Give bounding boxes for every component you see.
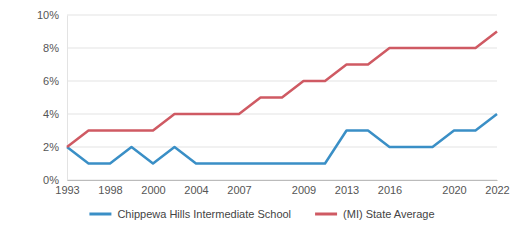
legend-label: (MI) State Average <box>343 208 435 220</box>
x-tick: 2009 <box>292 180 316 196</box>
y-tick: 4% <box>43 108 67 120</box>
y-tick: 8% <box>43 42 67 54</box>
grid <box>67 15 497 180</box>
x-axis-line <box>68 180 498 181</box>
grid-line <box>67 81 497 82</box>
y-tick-label: 10% <box>37 9 59 21</box>
x-tick: 2016 <box>378 180 402 196</box>
y-axis-line <box>67 16 68 181</box>
series-line <box>67 32 497 148</box>
x-tick-label: 2007 <box>227 184 251 196</box>
x-tick: 1998 <box>98 180 122 196</box>
y-tick-label: 6% <box>43 75 59 87</box>
x-tick: 2007 <box>227 180 251 196</box>
x-tick: 2020 <box>442 180 466 196</box>
x-tick-label: 2000 <box>141 184 165 196</box>
x-tick: 2000 <box>141 180 165 196</box>
x-axis: 1993 1998 2000 2004 2007 2009 2013 2016 2020 2022 <box>55 180 509 196</box>
x-tick-label: 2022 <box>485 184 509 196</box>
x-tick-label: 2020 <box>442 184 466 196</box>
y-tick-label: 8% <box>43 42 59 54</box>
grid-line <box>67 15 497 16</box>
y-tick-label: 2% <box>43 141 59 153</box>
x-tick-label: 1993 <box>55 184 79 196</box>
x-tick: 2013 <box>335 180 359 196</box>
x-tick-label: 2016 <box>378 184 402 196</box>
legend-label: Chippewa Hills Intermediate School <box>117 208 291 220</box>
y-tick-label: 4% <box>43 108 59 120</box>
legend-swatch <box>315 213 337 216</box>
x-tick-label: 1998 <box>98 184 122 196</box>
y-tick: 10% <box>37 9 67 21</box>
x-tick-label: 2004 <box>184 184 208 196</box>
legend: Chippewa Hills Intermediate School (MI) S… <box>89 208 434 220</box>
series-line <box>67 114 497 164</box>
legend-item: (MI) State Average <box>315 208 435 220</box>
x-tick: 2022 <box>485 180 509 196</box>
y-tick: 2% <box>43 141 67 153</box>
legend-item: Chippewa Hills Intermediate School <box>89 208 291 220</box>
x-tick-label: 2013 <box>335 184 359 196</box>
y-axis: 0%2%4%6%8%10% <box>37 9 68 186</box>
plot-area <box>67 32 497 164</box>
grid-line <box>67 114 497 115</box>
y-tick: 6% <box>43 75 67 87</box>
grid-line <box>67 180 497 181</box>
x-tick-label: 2009 <box>292 184 316 196</box>
x-tick: 1993 <box>55 180 79 196</box>
x-tick: 2004 <box>184 180 208 196</box>
legend-swatch <box>89 213 111 216</box>
